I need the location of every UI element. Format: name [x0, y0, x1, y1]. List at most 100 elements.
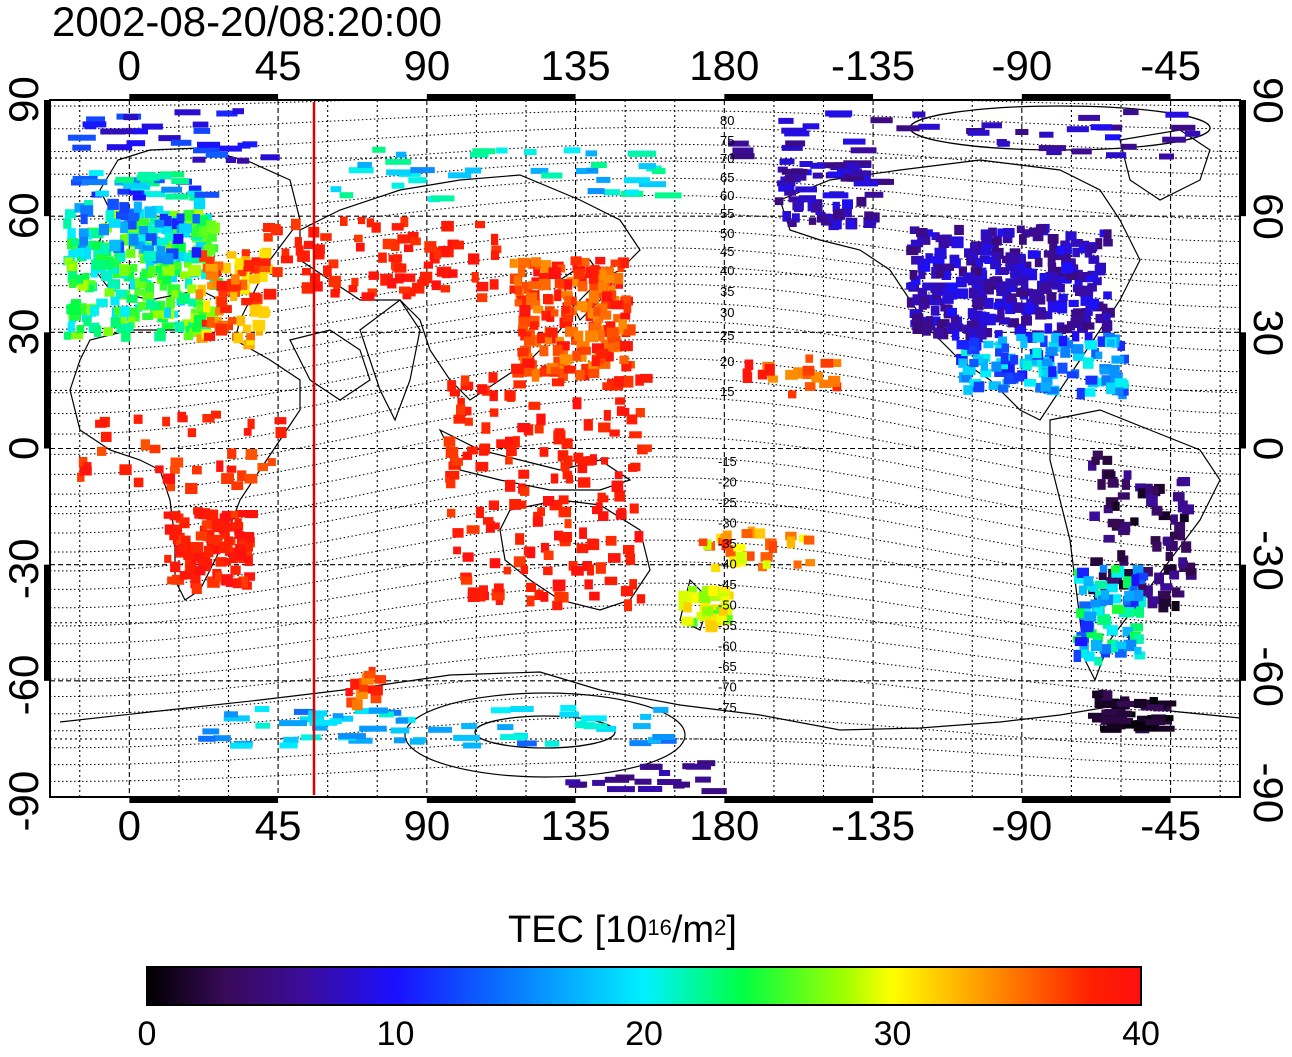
tec-pixel — [1034, 258, 1043, 268]
tec-pixel — [836, 208, 845, 220]
tec-pixel — [1122, 626, 1134, 637]
south-pole-contour — [474, 715, 616, 749]
tec-pixel — [70, 274, 84, 284]
tec-pixel — [238, 279, 248, 290]
tec-pixel — [528, 281, 541, 290]
tec-pixel — [293, 708, 316, 715]
tec-pixel — [63, 218, 72, 229]
tec-pixel — [1028, 268, 1038, 281]
tec-pixel — [1101, 313, 1111, 324]
tec-pixel — [606, 378, 618, 391]
tec-pixel — [628, 150, 657, 157]
tec-pixel — [156, 328, 166, 340]
coast-arabia — [289, 329, 371, 401]
tec-pixel — [556, 341, 570, 351]
tec-pixel — [193, 198, 206, 210]
tec-pixel — [205, 263, 218, 272]
tec-pixel — [124, 322, 134, 332]
mlat-label: -70 — [718, 680, 737, 695]
tec-pixel — [183, 209, 194, 221]
tec-pixel — [793, 560, 802, 569]
tec-pixel — [145, 233, 157, 241]
tec-pixel — [121, 233, 133, 244]
tec-pixel — [309, 719, 338, 726]
tick-label: -135 — [831, 42, 916, 89]
tec-pixel — [1141, 587, 1153, 598]
tec-pixel — [524, 149, 537, 155]
tec-pixel — [626, 414, 638, 425]
tec-pixel — [169, 270, 178, 283]
tec-pixel — [177, 415, 188, 423]
tec-pixel — [524, 367, 536, 377]
tec-pixel — [545, 306, 555, 314]
tick-label: 180 — [689, 42, 760, 89]
tec-pixel — [625, 189, 639, 196]
tec-pixel — [471, 272, 479, 283]
tec-pixel — [340, 216, 348, 226]
tec-pixel — [1102, 455, 1113, 465]
tec-pixel — [449, 389, 460, 397]
tec-pixel — [685, 763, 711, 770]
tec-pixel — [991, 242, 999, 253]
tec-pixel — [583, 419, 593, 431]
mlat-label: -60 — [718, 639, 737, 654]
tec-pixel — [109, 284, 117, 293]
tec-pixel — [576, 341, 590, 349]
tec-pixel — [825, 110, 853, 117]
tec-pixel — [521, 281, 533, 294]
tec-pixel — [496, 439, 507, 449]
tec-pixel — [1022, 360, 1032, 371]
tec-pixel — [1089, 511, 1100, 521]
tec-pixel — [971, 281, 983, 290]
tec-pixel — [142, 245, 155, 253]
tec-pixel — [999, 317, 1010, 325]
tec-pixel — [980, 246, 992, 256]
tec-pixel — [361, 292, 375, 301]
tec-pixel — [184, 252, 196, 263]
tec-pixel — [520, 486, 530, 496]
tec-pixel — [511, 363, 524, 374]
tec-pixel — [843, 138, 866, 145]
tec-pixel — [616, 406, 626, 415]
tec-pixel — [541, 268, 553, 276]
tick-label: 135 — [540, 42, 611, 89]
tec-pixel — [1073, 650, 1082, 662]
tec-pixel — [320, 233, 332, 241]
tec-pixel — [155, 465, 164, 474]
tec-pixel — [128, 188, 142, 195]
tec-pixel — [105, 210, 115, 222]
tec-pixel — [107, 198, 119, 210]
tec-pixel — [219, 513, 230, 523]
tec-pixel — [382, 238, 396, 250]
tec-pixel — [1047, 301, 1060, 312]
tec-pixel — [198, 735, 216, 742]
tec-pixel — [186, 563, 197, 573]
tec-pixel — [698, 538, 708, 547]
tec-pixel — [430, 195, 455, 202]
tec-pixel — [984, 256, 994, 264]
tec-pixel — [619, 355, 629, 364]
tec-pixel — [742, 551, 755, 561]
tec-pixel — [196, 304, 209, 312]
tec-pixel — [539, 367, 552, 377]
tec-pixel — [181, 229, 190, 238]
tec-pixel — [1134, 698, 1147, 708]
tec-pixel — [776, 180, 796, 187]
tec-pixel — [203, 563, 211, 572]
tec-pixel — [520, 565, 529, 575]
tec-pixel — [1072, 331, 1080, 342]
tec-pixel — [489, 390, 498, 402]
tec-pixel — [162, 275, 172, 285]
tick-label: 90 — [0, 76, 47, 123]
tec-pixel — [1136, 715, 1149, 722]
tec-pixel — [917, 287, 928, 299]
tec-pixel — [1079, 643, 1089, 656]
tec-pixel — [229, 555, 239, 564]
tec-pixel — [351, 699, 363, 711]
tec-pixel — [110, 316, 121, 328]
tec-pixel — [1111, 355, 1125, 364]
tec-pixel — [134, 277, 147, 289]
tec-pixel — [1001, 343, 1010, 353]
tec-pixel — [633, 723, 651, 730]
tec-pixel — [221, 473, 234, 484]
